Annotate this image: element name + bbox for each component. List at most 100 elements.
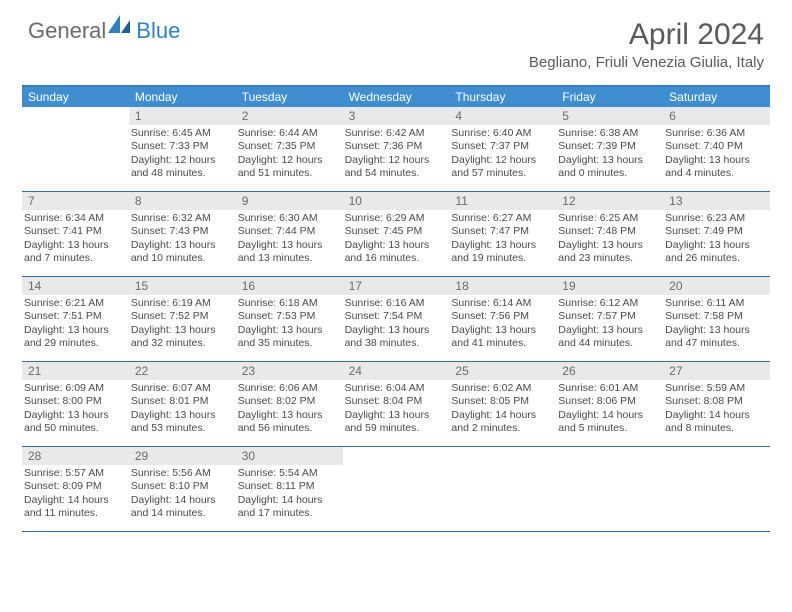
day-cell [343,447,450,531]
daylight-line: Daylight: 13 hours and 16 minutes. [345,239,448,266]
day-cell: 17Sunrise: 6:16 AMSunset: 7:54 PMDayligh… [343,277,450,361]
header: General Blue April 2024 Begliano, Friuli… [0,0,792,75]
day-cell: 26Sunrise: 6:01 AMSunset: 8:06 PMDayligh… [556,362,663,446]
day-number: 2 [236,107,343,125]
day-details: Sunrise: 6:27 AMSunset: 7:47 PMDaylight:… [449,212,556,266]
week-row: 21 Sunrise: 6:09 AMSunset: 8:00 PMDayligh… [22,362,770,447]
sunset-line: Sunset: 7:58 PM [665,310,768,323]
day-details: Sunrise: 6:44 AMSunset: 7:35 PMDaylight:… [236,127,343,181]
day-cell [663,447,770,531]
day-number: 29 [129,447,236,465]
day-cell: 7Sunrise: 6:34 AMSunset: 7:41 PMDaylight… [22,192,129,276]
day-cell: 24Sunrise: 6:04 AMSunset: 8:04 PMDayligh… [343,362,450,446]
day-number: 3 [343,107,450,125]
sunset-line: Sunset: 7:39 PM [558,140,661,153]
day-cell: 25Sunrise: 6:02 AMSunset: 8:05 PMDayligh… [449,362,556,446]
sunrise-line: Sunrise: 6:11 AM [665,297,768,310]
title-block: April 2024 Begliano, Friuli Venezia Giul… [529,18,764,71]
day-cell: 6Sunrise: 6:36 AMSunset: 7:40 PMDaylight… [663,107,770,191]
sunset-line: Sunset: 7:45 PM [345,225,448,238]
day-number: 23 [236,362,343,380]
day-cell: 21 Sunrise: 6:09 AMSunset: 8:00 PMDayligh… [22,362,129,446]
daylight-line: Daylight: 13 hours and 23 minutes. [558,239,661,266]
daylight-line: Daylight: 13 hours and 47 minutes. [665,324,768,351]
day-number: 17 [343,277,450,295]
daylight-line: Daylight: 13 hours and 10 minutes. [131,239,234,266]
day-number: 13 [663,192,770,210]
sunset-line: Sunset: 7:53 PM [238,310,341,323]
day-details: Sunrise: 6:02 AMSunset: 8:05 PMDaylight:… [449,382,556,436]
day-details: Sunrise: 6:30 AMSunset: 7:44 PMDaylight:… [236,212,343,266]
week-row: 7Sunrise: 6:34 AMSunset: 7:41 PMDaylight… [22,192,770,277]
sunrise-line: Sunrise: 6:45 AM [131,127,234,140]
day-number: 4 [449,107,556,125]
sunset-line: Sunset: 7:37 PM [451,140,554,153]
sunset-line: Sunset: 8:09 PM [24,480,127,493]
day-details: Sunrise: 6:14 AMSunset: 7:56 PMDaylight:… [449,297,556,351]
day-cell: 15Sunrise: 6:19 AMSunset: 7:52 PMDayligh… [129,277,236,361]
day-cell: 18 Sunrise: 6:14 AMSunset: 7:56 PMDayligh… [449,277,556,361]
sunset-line: Sunset: 8:11 PM [238,480,341,493]
day-number: 11 [449,192,556,210]
daylight-line: Daylight: 14 hours and 5 minutes. [558,409,661,436]
sunset-line: Sunset: 7:47 PM [451,225,554,238]
day-cell: 13Sunrise: 6:23 AMSunset: 7:49 PMDayligh… [663,192,770,276]
day-number: 10 [343,192,450,210]
day-cell: 12Sunrise: 6:25 AMSunset: 7:48 PMDayligh… [556,192,663,276]
sunset-line: Sunset: 7:57 PM [558,310,661,323]
logo-text-general: General [28,18,106,44]
day-details: Sunrise: 6:40 AMSunset: 7:37 PMDaylight:… [449,127,556,181]
day-cell [22,107,129,191]
daylight-line: Daylight: 12 hours and 51 minutes. [238,154,341,181]
sunrise-line: Sunrise: 5:59 AM [665,382,768,395]
day-details: Sunrise: 6:12 AMSunset: 7:57 PMDaylight:… [556,297,663,351]
day-details: Sunrise: 6:07 AMSunset: 8:01 PMDaylight:… [129,382,236,436]
day-details: Sunrise: 6:29 AMSunset: 7:45 PMDaylight:… [343,212,450,266]
sunset-line: Sunset: 7:52 PM [131,310,234,323]
sunrise-line: Sunrise: 6:21 AM [24,297,127,310]
day-cell: 22Sunrise: 6:07 AMSunset: 8:01 PMDayligh… [129,362,236,446]
daylight-line: Daylight: 14 hours and 11 minutes. [24,494,127,521]
sunset-line: Sunset: 7:44 PM [238,225,341,238]
sunrise-line: Sunrise: 6:29 AM [345,212,448,225]
sunrise-line: Sunrise: 6:09 AM [24,382,127,395]
day-details: Sunrise: 6:09 AMSunset: 8:00 PMDaylight:… [22,382,129,436]
daylight-line: Daylight: 13 hours and 19 minutes. [451,239,554,266]
day-number: 18 [449,277,556,295]
sunrise-line: Sunrise: 6:14 AM [451,297,554,310]
sunrise-line: Sunrise: 6:36 AM [665,127,768,140]
day-cell: 29 Sunrise: 5:56 AMSunset: 8:10 PMDayligh… [129,447,236,531]
day-details: Sunrise: 6:38 AMSunset: 7:39 PMDaylight:… [556,127,663,181]
day-cell: 11 Sunrise: 6:27 AMSunset: 7:47 PMDayligh… [449,192,556,276]
sunset-line: Sunset: 8:08 PM [665,395,768,408]
sunset-line: Sunset: 7:41 PM [24,225,127,238]
day-details: Sunrise: 5:56 AMSunset: 8:10 PMDaylight:… [129,467,236,521]
daylight-line: Daylight: 13 hours and 32 minutes. [131,324,234,351]
day-number: 5 [556,107,663,125]
sunset-line: Sunset: 8:10 PM [131,480,234,493]
day-cell: 1Sunrise: 6:45 AMSunset: 7:33 PMDaylight… [129,107,236,191]
daylight-line: Daylight: 13 hours and 41 minutes. [451,324,554,351]
daylight-line: Daylight: 14 hours and 14 minutes. [131,494,234,521]
day-details: Sunrise: 6:25 AMSunset: 7:48 PMDaylight:… [556,212,663,266]
day-cell: 10 Sunrise: 6:29 AMSunset: 7:45 PMDayligh… [343,192,450,276]
day-details: Sunrise: 6:01 AMSunset: 8:06 PMDaylight:… [556,382,663,436]
sunset-line: Sunset: 7:35 PM [238,140,341,153]
day-details: Sunrise: 6:11 AMSunset: 7:58 PMDaylight:… [663,297,770,351]
week-row: 28Sunrise: 5:57 AMSunset: 8:09 PMDayligh… [22,447,770,532]
day-number: 24 [343,362,450,380]
day-details: Sunrise: 6:36 AMSunset: 7:40 PMDaylight:… [663,127,770,181]
sunset-line: Sunset: 7:54 PM [345,310,448,323]
daylight-line: Daylight: 13 hours and 13 minutes. [238,239,341,266]
day-cell [556,447,663,531]
day-cell [449,447,556,531]
sunset-line: Sunset: 8:06 PM [558,395,661,408]
day-details: Sunrise: 5:59 AMSunset: 8:08 PMDaylight:… [663,382,770,436]
daylight-line: Daylight: 13 hours and 26 minutes. [665,239,768,266]
daylight-line: Daylight: 13 hours and 53 minutes. [131,409,234,436]
day-details: Sunrise: 6:18 AMSunset: 7:53 PMDaylight:… [236,297,343,351]
day-number: 16 [236,277,343,295]
sunrise-line: Sunrise: 5:56 AM [131,467,234,480]
day-number: 21 [22,362,129,380]
daylight-line: Daylight: 12 hours and 54 minutes. [345,154,448,181]
